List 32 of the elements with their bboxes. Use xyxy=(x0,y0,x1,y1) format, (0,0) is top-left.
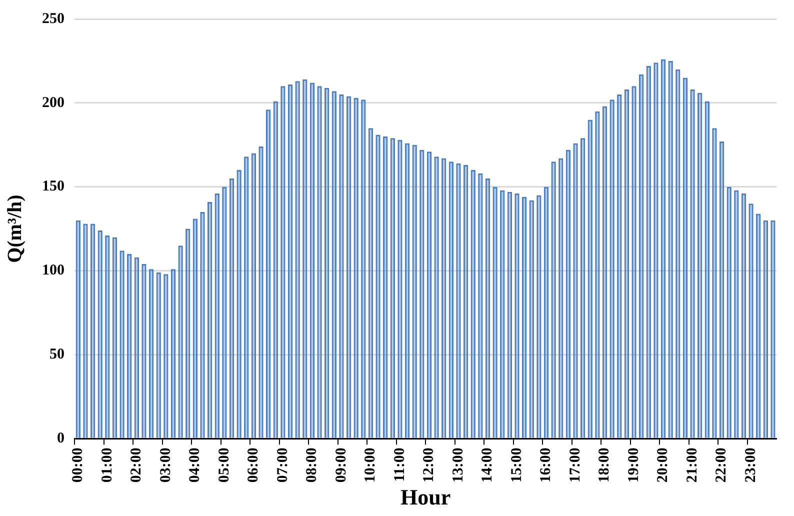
x-tick-label: 22:00 xyxy=(714,448,730,483)
x-tick-label: 14:00 xyxy=(480,448,496,483)
x-tick-label: 21:00 xyxy=(684,448,700,483)
x-tick-label: 03:00 xyxy=(158,448,174,483)
x-tick-label: 08:00 xyxy=(304,448,320,483)
x-tick-label: 02:00 xyxy=(128,448,145,483)
x-tick-label: 17:00 xyxy=(567,448,584,483)
y-tick-label: 250 xyxy=(42,10,64,27)
y-tick-label: 200 xyxy=(42,94,64,111)
y-tick-label: 100 xyxy=(42,262,64,279)
x-tick-label: 13:00 xyxy=(450,448,466,483)
x-tick-label: 10:00 xyxy=(362,448,379,483)
x-tick-label: 12:00 xyxy=(421,448,438,483)
y-tick-label: 0 xyxy=(57,430,64,446)
x-tick-label: 20:00 xyxy=(655,448,672,483)
x-tick-label: 16:00 xyxy=(538,448,554,483)
x-tick-label: 00:00 xyxy=(70,448,86,483)
x-tick-label: 18:00 xyxy=(596,448,613,483)
y-tick-label: 50 xyxy=(50,346,64,363)
x-tick-label: 09:00 xyxy=(333,448,350,483)
x-tick-label: 05:00 xyxy=(216,448,232,483)
y-axis-title: Q(m³/h) xyxy=(4,194,26,263)
x-tick-label: 15:00 xyxy=(508,448,525,483)
x-tick-label: 23:00 xyxy=(742,448,759,483)
y-tick-label: 150 xyxy=(42,178,64,195)
x-tick-label: 19:00 xyxy=(626,448,642,483)
x-tick-label: 06:00 xyxy=(246,448,262,483)
x-axis-title: Hour xyxy=(400,484,451,510)
x-tick-label: 04:00 xyxy=(187,448,204,483)
x-tick-label: 01:00 xyxy=(99,448,116,483)
x-tick-label: 07:00 xyxy=(274,448,291,483)
x-tick-label: 11:00 xyxy=(392,448,408,482)
